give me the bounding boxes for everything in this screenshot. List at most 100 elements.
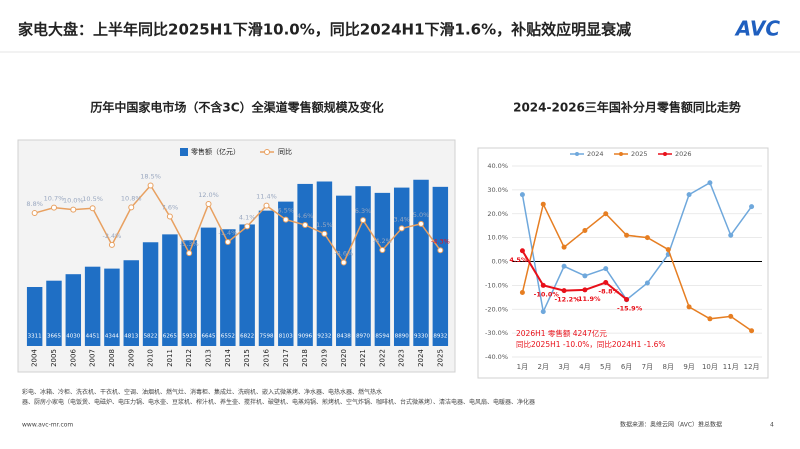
legend-label: 同比 xyxy=(278,147,292,156)
bar xyxy=(26,287,43,346)
growth-marker xyxy=(89,205,96,212)
series-marker xyxy=(540,282,546,288)
legend-label: 2024 xyxy=(587,150,604,158)
bar-value-label: 6552 xyxy=(221,334,235,340)
legend-label: 零售额（亿元） xyxy=(191,147,240,156)
x-tick-label: 9月 xyxy=(683,363,694,371)
right-panel xyxy=(477,147,769,379)
bar xyxy=(393,187,410,346)
growth-marker xyxy=(263,202,270,209)
growth-marker xyxy=(437,247,444,254)
y-tick-label: 20.0% xyxy=(487,210,508,218)
y-tick-label: -40.0% xyxy=(485,353,508,361)
x-tick-label: 2009 xyxy=(127,349,135,367)
annotation: 2026H1 零售额 4247亿元 xyxy=(516,328,607,338)
growth-marker xyxy=(186,250,193,257)
series-marker xyxy=(582,287,588,293)
legend-swatch xyxy=(180,148,188,156)
legend-marker xyxy=(619,152,623,156)
bar-value-label: 4451 xyxy=(86,334,100,340)
logo: AVC xyxy=(734,17,781,41)
growth-marker xyxy=(166,213,173,220)
series-marker xyxy=(728,313,734,319)
growth-marker xyxy=(379,246,386,253)
x-tick-label: 2022 xyxy=(378,349,386,367)
series-marker xyxy=(519,192,525,198)
growth-marker xyxy=(70,206,77,213)
x-tick-label: 8月 xyxy=(663,363,674,371)
x-tick-label: 5月 xyxy=(600,363,611,371)
bar-value-label: 4813 xyxy=(124,334,138,340)
bar-value-label: 3311 xyxy=(28,334,42,340)
source: 数据来源：奥维云网（AVC）推总数据 xyxy=(620,421,722,429)
growth-label: 6.3% xyxy=(355,207,372,215)
value-label: -12.2% xyxy=(554,296,580,304)
bar xyxy=(104,268,120,346)
y-tick-label: 0.0% xyxy=(491,258,508,266)
series-marker xyxy=(749,204,755,210)
series-marker xyxy=(561,244,567,250)
bar-value-label: 4344 xyxy=(105,334,119,340)
bar xyxy=(297,183,313,346)
growth-label: -5.3% xyxy=(180,240,199,248)
growth-label: 8.8% xyxy=(26,200,43,208)
growth-label: 7.6% xyxy=(162,203,179,211)
value-label: -10.0% xyxy=(534,290,560,298)
x-tick-label: 2020 xyxy=(340,349,348,367)
left-chart-title: 历年中国家电市场（不含3C）全渠道零售额规模及变化 xyxy=(90,100,383,115)
series-marker xyxy=(540,201,546,207)
footnote-line: 器、厨房小家电（电饭煲、电磁炉、电压力锅、电水壶、豆浆机、榨汁机、养生壶、搅拌机… xyxy=(22,398,535,406)
bar-value-label: 8103 xyxy=(279,334,293,340)
x-tick-label: 2024 xyxy=(417,349,425,367)
growth-marker xyxy=(418,220,425,227)
growth-marker xyxy=(50,204,57,211)
bar xyxy=(239,224,255,346)
bar-value-label: 6645 xyxy=(202,334,216,340)
growth-label: 5.0% xyxy=(413,211,430,219)
growth-marker xyxy=(108,241,115,248)
bar xyxy=(65,274,82,346)
growth-marker xyxy=(360,217,367,224)
bar-value-label: 9232 xyxy=(317,334,331,340)
growth-label: 4.6% xyxy=(297,212,314,220)
series-marker xyxy=(624,232,630,238)
series-marker xyxy=(582,227,588,233)
legend-label: 2026 xyxy=(675,150,692,158)
y-tick-label: -20.0% xyxy=(485,305,508,313)
growth-label: -4.2% xyxy=(373,237,392,245)
value-label: -11.9% xyxy=(575,295,601,303)
footnote-line: 彩电、冰箱、冷柜、洗衣机、干衣机、空调、油烟机、燃气灶、消毒柜、集成灶、洗碗机、… xyxy=(22,388,382,396)
growth-marker xyxy=(128,204,135,211)
bar-value-label: 8970 xyxy=(356,334,370,340)
bar xyxy=(258,210,275,346)
annotation: 同比2025H1 -10.0%，同比2024H1 -1.6% xyxy=(516,339,666,349)
series-line xyxy=(521,201,753,332)
x-tick-label: 1月 xyxy=(517,363,528,371)
legend-marker xyxy=(663,152,667,156)
growth-marker xyxy=(205,200,212,207)
growth-label: 18.5% xyxy=(140,173,161,181)
bar-value-label: 8932 xyxy=(433,334,447,340)
bar xyxy=(220,229,236,346)
bar-value-label: 8890 xyxy=(395,334,409,340)
series-line xyxy=(521,181,753,315)
right-chart-title: 2024-2026三年国补分月零售额同比走势 xyxy=(513,100,741,115)
bar-value-label: 8594 xyxy=(375,334,389,340)
y-tick-label: -10.0% xyxy=(485,281,508,289)
x-tick-label: 2月 xyxy=(538,363,549,371)
page-number: 4 xyxy=(770,422,774,429)
bar-value-label: 5822 xyxy=(144,334,158,340)
x-tick-label: 10月 xyxy=(702,363,718,371)
bar xyxy=(278,201,294,346)
series-line xyxy=(521,250,628,301)
bar-value-label: 8438 xyxy=(337,334,351,340)
series-marker xyxy=(624,296,630,302)
bar-value-label: 3665 xyxy=(47,334,61,340)
series-marker xyxy=(728,232,734,238)
bar-value-label: 6265 xyxy=(163,334,177,340)
x-tick-label: 2017 xyxy=(282,349,290,367)
series-marker xyxy=(561,263,567,269)
growth-label: 10.5% xyxy=(82,195,103,203)
bar-value-label: 4030 xyxy=(66,334,80,340)
